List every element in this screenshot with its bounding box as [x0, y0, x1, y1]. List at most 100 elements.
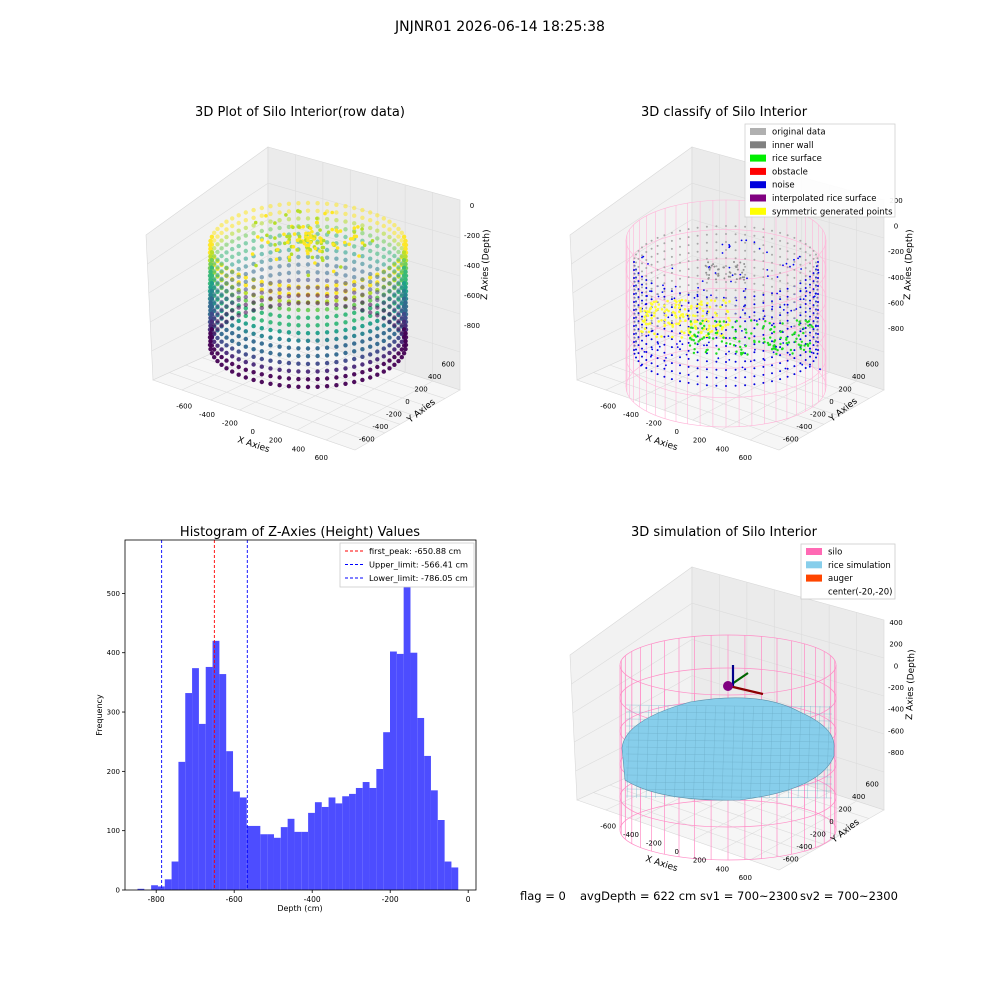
point	[793, 357, 796, 360]
point	[251, 238, 256, 243]
point	[352, 244, 357, 249]
point	[230, 361, 235, 367]
y-tick-label: -200	[810, 831, 826, 839]
grid-line	[659, 342, 855, 408]
point	[715, 225, 718, 228]
point	[641, 323, 643, 326]
point	[396, 351, 401, 356]
point	[268, 335, 273, 340]
point	[709, 266, 712, 269]
point	[656, 349, 659, 352]
histogram-bar	[321, 806, 329, 890]
point	[305, 331, 311, 336]
point	[802, 331, 805, 335]
point	[401, 303, 407, 309]
x-tick-label: 0	[674, 848, 678, 856]
histogram-bar	[185, 693, 193, 890]
point	[761, 327, 765, 330]
x-tick-label: -200	[646, 840, 662, 848]
point	[259, 205, 264, 211]
point	[633, 273, 636, 276]
point	[815, 265, 818, 268]
point	[273, 221, 277, 225]
point	[334, 375, 339, 380]
point	[641, 302, 643, 305]
point	[243, 329, 248, 334]
point	[368, 233, 373, 238]
point	[735, 350, 738, 353]
point	[392, 299, 397, 305]
point	[635, 309, 637, 312]
point	[646, 314, 650, 318]
point	[243, 290, 248, 296]
point	[360, 215, 365, 220]
point	[748, 337, 751, 340]
point	[762, 268, 765, 271]
point	[663, 298, 666, 301]
point	[375, 213, 380, 218]
point	[779, 354, 782, 357]
point	[230, 239, 235, 244]
point	[800, 340, 803, 343]
point	[645, 367, 648, 369]
point	[809, 302, 811, 305]
point	[804, 275, 807, 277]
point	[387, 366, 392, 371]
point	[637, 328, 640, 331]
y-tick-label: 500	[107, 590, 120, 598]
point	[268, 204, 273, 209]
point	[816, 329, 819, 332]
point	[790, 325, 793, 328]
point	[641, 299, 643, 302]
point	[215, 234, 220, 239]
point	[403, 323, 408, 328]
point	[697, 331, 700, 334]
point	[243, 310, 248, 315]
point	[324, 255, 330, 260]
point	[766, 269, 769, 271]
point	[769, 336, 772, 339]
point	[710, 329, 714, 333]
point	[704, 264, 707, 267]
point	[315, 231, 320, 237]
point	[762, 308, 765, 311]
point	[812, 249, 815, 252]
x-tick-label: 0	[250, 428, 254, 436]
point	[639, 307, 642, 310]
grid-line	[572, 219, 693, 294]
histogram-bar	[178, 761, 186, 890]
point	[679, 237, 681, 240]
point	[324, 270, 330, 276]
point	[705, 257, 708, 260]
point	[744, 297, 747, 300]
point	[640, 330, 643, 333]
point	[812, 344, 815, 347]
point	[753, 303, 756, 306]
point	[804, 251, 807, 253]
point	[679, 269, 681, 272]
point	[687, 317, 690, 320]
point	[656, 284, 659, 287]
point	[717, 357, 720, 360]
legend-label: center(-20,-20)	[828, 587, 892, 597]
point	[753, 258, 756, 261]
point	[215, 335, 220, 341]
point	[277, 321, 282, 326]
x-tick-label: 600	[739, 454, 752, 462]
point	[795, 319, 799, 322]
point	[804, 267, 807, 269]
point	[368, 264, 373, 269]
point	[717, 274, 720, 277]
point	[331, 269, 336, 274]
point	[352, 326, 357, 331]
grid-line	[574, 255, 693, 323]
point	[655, 300, 658, 303]
point	[212, 339, 217, 344]
point	[753, 327, 756, 330]
x-tick-label: 0	[466, 895, 471, 904]
point	[744, 289, 747, 292]
point	[741, 271, 744, 274]
x-tick-label: -800	[148, 895, 165, 904]
point	[775, 345, 777, 348]
point	[779, 255, 782, 258]
